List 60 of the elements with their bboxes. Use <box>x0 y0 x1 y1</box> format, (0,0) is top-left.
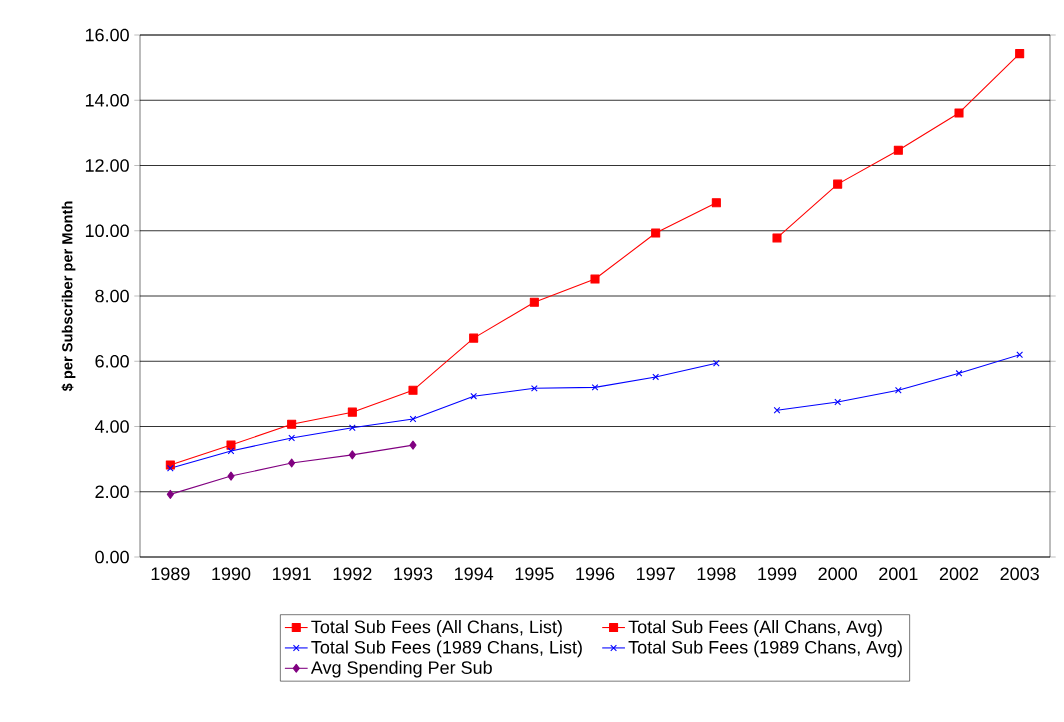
y-tick-label: 12.00 <box>85 159 129 172</box>
point <box>834 398 842 406</box>
x-tick-label: 1993 <box>394 567 433 581</box>
point <box>772 233 782 243</box>
point <box>1015 49 1025 59</box>
x-tick-label: 1992 <box>333 567 372 581</box>
point <box>408 385 418 395</box>
x-tick-label: 2000 <box>818 567 857 581</box>
point <box>227 471 235 481</box>
y-tick-label: 14.00 <box>85 93 129 107</box>
point <box>1016 351 1024 359</box>
point <box>955 369 963 377</box>
y-tick-label: 4.00 <box>94 420 129 433</box>
point <box>591 383 599 391</box>
point <box>287 419 297 429</box>
legend-label: Total Sub Fees (All Chans, Avg) <box>628 620 882 637</box>
point <box>347 407 357 417</box>
y-tick-label: 6.00 <box>95 354 129 368</box>
y-tick-label: 2.00 <box>95 485 129 499</box>
point <box>652 373 660 381</box>
point <box>348 450 356 460</box>
point <box>651 228 661 238</box>
point <box>166 489 174 499</box>
y-tick-label: 16.00 <box>85 28 129 42</box>
y-tick-label: 10.00 <box>85 224 129 238</box>
point <box>288 458 296 468</box>
x-tick-label: 1994 <box>455 567 494 581</box>
point <box>893 145 903 155</box>
point <box>529 297 539 307</box>
y-tick-label: 8.00 <box>95 289 129 303</box>
x-tick-label: 1989 <box>151 567 190 581</box>
legend-label: Total Sub Fees (1989 Chans, List) <box>311 640 582 658</box>
x-tick-label: 1999 <box>758 567 797 581</box>
x-tick-label: 1998 <box>697 567 736 581</box>
point <box>590 274 600 284</box>
point <box>469 333 479 343</box>
x-tick-label: 2003 <box>1000 567 1039 581</box>
y-tick-label: 0.00 <box>95 550 129 564</box>
point <box>833 179 843 189</box>
point <box>711 198 721 208</box>
x-tick-label: 1991 <box>273 567 311 581</box>
point <box>226 440 236 450</box>
x-tick-label: 1995 <box>515 567 554 581</box>
point <box>712 359 720 367</box>
legend-label: Total Sub Fees (1989 Chans, Avg) <box>628 640 902 658</box>
point <box>894 386 902 394</box>
legend-label: Avg Spending Per Sub <box>310 660 492 678</box>
point <box>288 434 296 442</box>
point <box>773 406 781 414</box>
x-tick-label: 1997 <box>637 567 675 581</box>
y-axis-title: $ per Subscriber per Month <box>61 201 76 392</box>
point <box>348 424 356 432</box>
x-tick-label: 2001 <box>879 567 918 581</box>
x-tick-label: 2002 <box>939 567 979 581</box>
point <box>470 392 478 400</box>
x-tick-label: 1990 <box>212 567 251 581</box>
point <box>954 108 964 118</box>
x-tick-label: 1996 <box>576 567 615 581</box>
legend-label: Total Sub Fees (All Chans, List) <box>311 620 562 637</box>
point <box>409 440 417 450</box>
